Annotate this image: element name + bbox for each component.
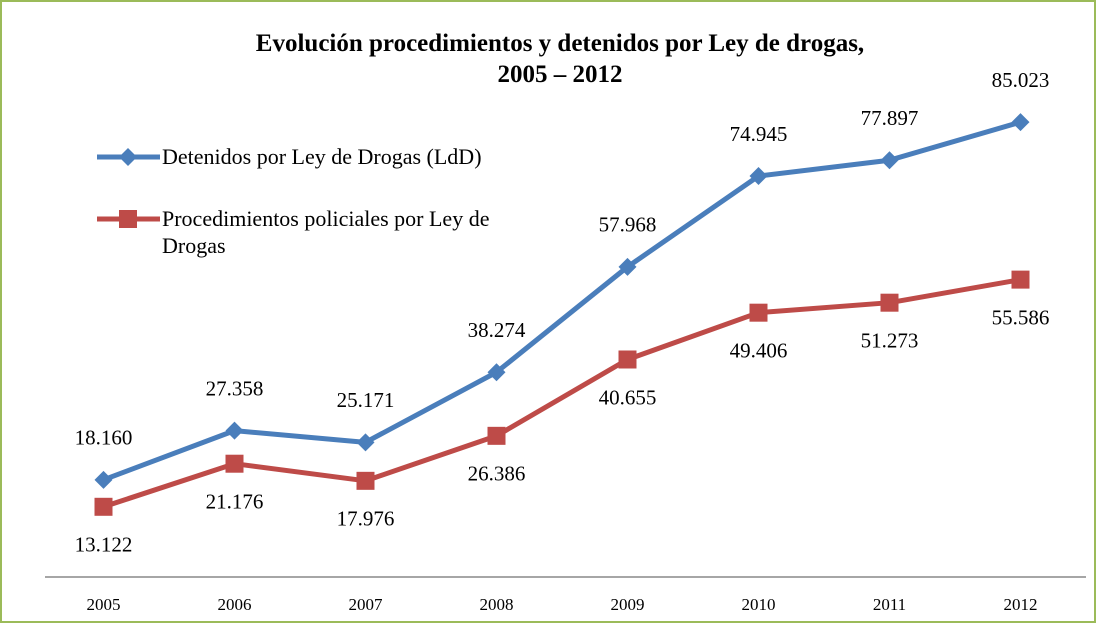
x-tick-label: 2012 [1004,595,1038,614]
data-label: 26.386 [468,462,526,486]
x-tick-label: 2011 [873,595,906,614]
marker [618,257,637,276]
marker [225,454,244,473]
x-tick-label: 2009 [611,595,645,614]
chart-title: Evolución procedimientos y detenidos por… [255,30,865,88]
marker [356,471,375,490]
data-label: 40.655 [599,385,657,409]
marker [225,421,244,440]
marker [119,148,137,166]
marker [356,433,375,452]
data-label: 38.274 [468,318,526,342]
data-label: 55.586 [992,305,1050,329]
marker [487,363,506,382]
data-label: 57.968 [599,213,657,237]
marker [1011,113,1030,132]
marker [880,151,899,170]
marker [119,210,137,228]
marker [1011,270,1030,289]
x-tick-label: 2006 [218,595,252,614]
x-tick-label: 2010 [742,595,776,614]
data-label: 51.273 [861,329,919,353]
marker [94,497,113,516]
data-label: 77.897 [861,106,919,130]
data-label: 85.023 [992,68,1050,92]
x-tick-label: 2005 [87,595,121,614]
legend-label: Detenidos por Ley de Drogas (LdD) [162,144,482,169]
legend-label: Procedimientos policiales por Ley de Dro… [162,206,490,258]
series-line [102,277,1021,510]
data-label: 17.976 [337,507,395,531]
series-line [102,119,1022,483]
data-label: 25.171 [337,388,395,412]
marker [880,293,899,312]
x-tick-label: 2007 [349,595,384,614]
marker [749,303,768,322]
data-label: 74.945 [730,122,788,146]
x-tick-label: 2008 [480,595,514,614]
data-label: 27.358 [206,376,264,400]
data-label: 49.406 [730,338,788,362]
data-label: 18.160 [75,426,133,450]
data-label: 13.122 [75,533,133,557]
marker [749,167,768,186]
data-label: 21.176 [206,490,264,514]
marker [487,426,506,445]
marker [618,350,637,369]
marker [94,470,113,489]
